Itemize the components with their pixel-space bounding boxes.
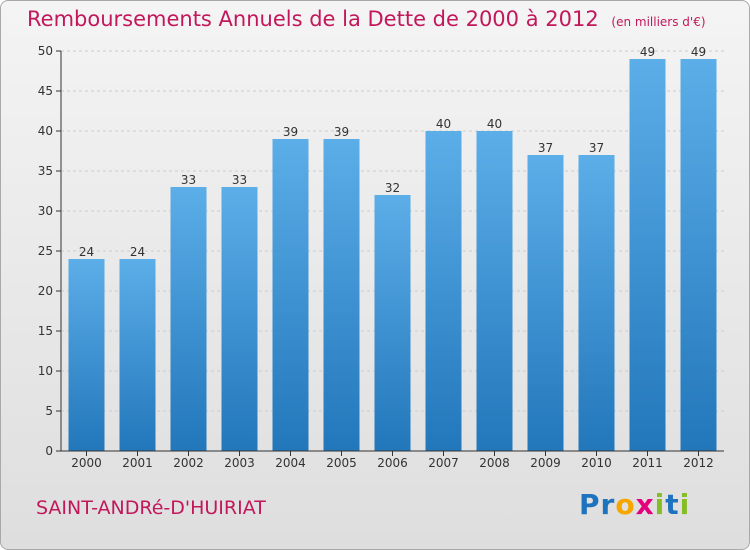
y-tick-label: 45 [38,84,53,98]
data-label: 33 [232,173,247,187]
chart-unit: (en milliers d'€) [611,15,706,29]
x-tick-label: 2004 [275,456,306,470]
bar-2000 [68,259,105,451]
bar-2005 [323,139,360,451]
data-label: 49 [691,45,706,59]
bars [68,59,717,451]
x-tick-label: 2000 [71,456,102,470]
data-label: 40 [436,117,451,131]
y-tick-label: 0 [45,444,53,458]
logo-letter: x [635,488,655,521]
commune-name: SAINT-ANDRé-D'HUIRIAT [36,497,266,519]
y-tick-label: 20 [38,284,53,298]
x-tick-label: 2008 [479,456,510,470]
logo-letter: r [600,488,616,521]
x-tick-label: 2001 [122,456,153,470]
chart-title-text: Remboursements Annuels de la Dette de 20… [27,7,599,31]
x-tick-label: 2006 [377,456,408,470]
data-label: 49 [640,45,655,59]
data-label: 24 [130,245,145,259]
x-tick-label: 2007 [428,456,459,470]
bar-2009 [527,155,564,451]
y-tick-label: 40 [38,124,53,138]
bar-2004 [272,139,309,451]
bar-2011 [629,59,666,451]
logo-letter: t [665,488,680,521]
x-tick-label: 2009 [530,456,561,470]
data-label: 39 [334,125,349,139]
y-tick-label: 50 [38,44,53,58]
bar-2007 [425,131,462,451]
proxiti-logo: Proxiti [579,488,690,521]
y-tick-label: 15 [38,324,53,338]
bar-2006 [374,195,411,451]
x-tick-label: 2002 [173,456,204,470]
logo-letter: i [679,488,691,521]
data-label: 24 [79,245,94,259]
y-tick-label: 35 [38,164,53,178]
data-label: 32 [385,181,400,195]
bar-2012 [680,59,717,451]
logo-letter: o [615,488,636,521]
x-tick-label: 2005 [326,456,357,470]
bar-2001 [119,259,156,451]
bar-2002 [170,187,207,451]
data-label: 40 [487,117,502,131]
data-label: 37 [589,141,604,155]
bar-2010 [578,155,615,451]
data-label: 33 [181,173,196,187]
bar-2003 [221,187,258,451]
x-tick-label: 2012 [683,456,714,470]
data-label: 37 [538,141,553,155]
data-labels: 24 24 33 33 39 39 32 40 40 37 37 49 49 [79,45,706,259]
axes: 0 5 10 15 20 25 30 35 40 45 50 2000 2001 2002 2003 2004… [38,44,724,470]
y-tick-label: 25 [38,244,53,258]
x-tick-label: 2010 [581,456,612,470]
y-tick-label: 5 [45,404,53,418]
data-label: 39 [283,125,298,139]
y-tick-label: 30 [38,204,53,218]
x-tick-label: 2003 [224,456,255,470]
logo-letter: P [579,488,601,521]
chart-title: Remboursements Annuels de la Dette de 20… [27,7,706,31]
bar-2008 [476,131,513,451]
x-tick-label: 2011 [632,456,663,470]
logo-letter: i [654,488,666,521]
y-tick-label: 10 [38,364,53,378]
